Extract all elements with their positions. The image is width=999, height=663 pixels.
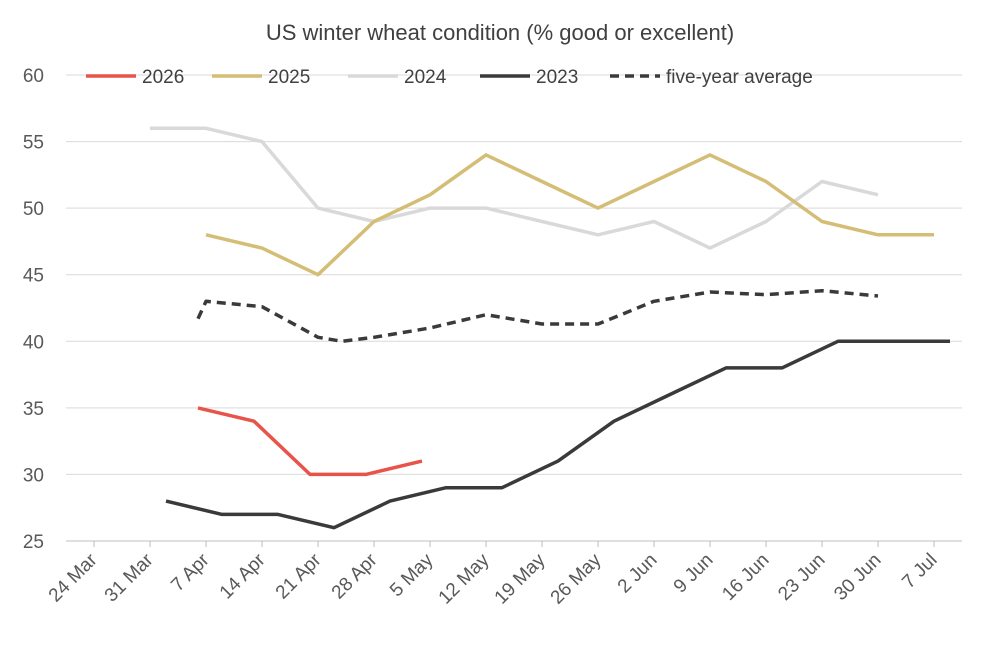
x-tick-label: 19 May (491, 549, 550, 608)
x-axis: 24 Mar 31 Mar 7 Apr 14 Apr 21 Apr 28 Apr 5 May… (45, 540, 962, 609)
legend: 2026 2025 2024 2023 five-year average (86, 67, 813, 88)
legend-label-2025: 2025 (268, 67, 310, 88)
x-tick-label: 16 Jun (718, 550, 773, 605)
x-tick-label: 7 Apr (167, 549, 214, 596)
x-tick-label: 14 Apr (216, 549, 270, 603)
series-line-2026 (197, 406, 423, 477)
x-tick-label: 7 Jul (898, 550, 941, 593)
y-tick-label: 60 (23, 66, 44, 87)
x-tick-label: 21 Apr (272, 549, 326, 603)
x-tick-label: 31 Mar (101, 549, 158, 606)
x-tick-label: 26 May (547, 549, 606, 608)
y-tick-label: 55 (23, 133, 44, 154)
x-tick-label: 9 Jun (670, 550, 718, 598)
x-tick-label: 2 Jun (614, 550, 662, 598)
x-tick-label: 5 May (386, 549, 438, 601)
x-tick-label: 30 Jun (830, 550, 885, 605)
y-tick-label: 45 (23, 266, 44, 287)
series-line-2023 (165, 339, 950, 530)
series-line-2025 (205, 153, 934, 277)
series-lines (150, 126, 950, 530)
legend-label-2026: 2026 (142, 67, 184, 88)
y-tick-label: 30 (23, 465, 44, 486)
y-tick-label: 40 (23, 332, 44, 353)
y-tick-label: 35 (23, 399, 44, 420)
legend-label-2023: 2023 (536, 67, 578, 88)
legend-label-2024: 2024 (404, 67, 447, 88)
x-tick-label: 28 Apr (328, 549, 382, 603)
x-tick-label: 23 Jun (774, 550, 829, 605)
gridlines (66, 74, 962, 475)
series-line-2024 (150, 126, 879, 250)
x-tick-label: 12 May (435, 549, 494, 608)
y-axis: 25 30 35 40 45 50 55 60 (23, 66, 44, 553)
y-tick-label: 25 (23, 532, 44, 553)
x-tick-label: 24 Mar (45, 549, 102, 606)
legend-label-five-year-average: five-year average (666, 67, 813, 88)
y-tick-label: 50 (23, 199, 44, 220)
chart-title: US winter wheat condition (% good or exc… (266, 20, 734, 45)
series-line-five-year-average (196, 288, 879, 344)
